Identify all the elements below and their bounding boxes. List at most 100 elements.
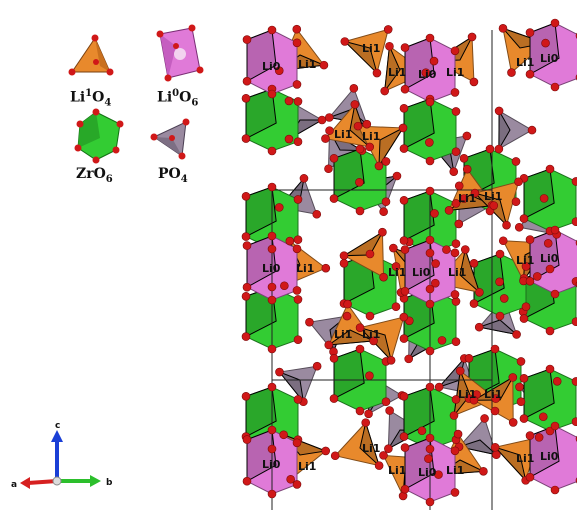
atom-label-li1: Li1: [516, 56, 534, 69]
oxygen-atom: [521, 262, 531, 271]
oxygen-atoms-layer: [241, 18, 577, 507]
oxygen-atom: [321, 134, 330, 143]
oxygen-atom: [449, 167, 459, 176]
atom-label-li1: Li1: [296, 262, 314, 275]
oxygen-atom: [267, 382, 277, 392]
oxygen-atom: [489, 201, 499, 210]
oxygen-atom: [267, 344, 277, 354]
oxygen-atom: [267, 182, 277, 192]
li1o4-tetrahedron-face: [459, 247, 481, 294]
oxygen-atom: [349, 84, 359, 93]
oxygen-atom: [329, 353, 339, 363]
oxygen-atom: [454, 219, 464, 229]
oxygen-atom: [242, 282, 252, 292]
li1o4-tetrahedron-face: [384, 44, 401, 93]
zro6-octahedron-face: [245, 186, 277, 238]
oxygen-atom: [242, 476, 252, 486]
atom-label-li1: Li1: [516, 254, 534, 267]
oxygen-atom: [400, 443, 410, 452]
oxygen-atom: [425, 284, 435, 294]
oxygen-atom: [355, 323, 365, 332]
oxygen-atom: [398, 123, 408, 133]
oxygen-atom: [292, 480, 302, 489]
oxygen-atom: [516, 357, 526, 366]
oxygen-atom: [355, 206, 365, 216]
oxygen-atom: [325, 126, 334, 135]
oxygen-atom: [451, 297, 461, 306]
oxygen-atom: [241, 291, 251, 301]
oxygen-atom: [372, 68, 382, 78]
oxygen-atom: [242, 76, 252, 86]
oxygen-atom: [460, 245, 470, 254]
oxygen-atom: [425, 346, 435, 356]
oxygen-atom: [404, 354, 413, 364]
oxygen-atom: [450, 248, 460, 258]
li1o4-tetrahedron-face: [342, 230, 384, 257]
oxygen-atom: [285, 236, 295, 246]
oxygen-atom: [451, 337, 461, 347]
oxygen-atom: [467, 32, 477, 42]
oxygen-atom: [267, 489, 277, 499]
oxygen-atom: [425, 248, 435, 258]
oxygen-atom: [365, 371, 374, 381]
oxygen-atom: [455, 366, 465, 376]
oxygen-atom: [330, 451, 340, 461]
zro6-octahedron-face: [523, 368, 555, 420]
oxygen-atom: [550, 225, 560, 235]
oxygen-atom: [241, 134, 251, 143]
oxygen-atom: [280, 281, 289, 291]
oxygen-atom: [267, 146, 277, 156]
oxygen-atom: [425, 497, 435, 507]
oxygen-atom: [312, 209, 322, 219]
oxygen-atom: [391, 302, 401, 312]
atom-label-li1: Li1: [334, 128, 352, 141]
legend-label-li0o6: Li0O6: [157, 88, 199, 109]
li1o4-tetrahedron-face: [343, 40, 378, 75]
oxygen-atom: [495, 277, 504, 287]
oxygen-atom: [324, 340, 334, 350]
oxygen-atom: [519, 414, 529, 423]
oxygen-atom: [385, 406, 394, 415]
oxygen-atom: [267, 89, 277, 99]
oxygen-atom: [399, 236, 409, 245]
oxygen-atom: [399, 196, 409, 205]
oxygen-atom: [431, 278, 440, 288]
oxygen-atom: [450, 46, 460, 56]
oxygen-atom: [389, 243, 398, 253]
zro6-octahedron-face: [333, 148, 365, 200]
oxygen-atom: [514, 177, 523, 187]
atom-label-li1: Li1: [388, 266, 406, 279]
oxygen-atom: [292, 24, 302, 34]
atom-label-li0: Li0: [262, 262, 281, 275]
zro6-octahedron-face: [523, 168, 555, 220]
oxygen-atom: [494, 106, 504, 116]
oxygen-atom: [469, 258, 479, 268]
oxygen-atom: [317, 115, 327, 125]
oxygen-atom: [425, 186, 435, 196]
oxygen-atom: [284, 96, 294, 106]
oxygen-atom: [293, 295, 303, 304]
zro6-octahedron-face: [403, 190, 435, 242]
oxygen-atom: [434, 470, 443, 479]
atom-label-li1: Li1: [298, 460, 316, 473]
oxygen-atom: [474, 322, 484, 332]
oxygen-atom: [381, 397, 391, 407]
atom-label-li1: Li1: [446, 66, 464, 79]
oxygen-atom: [498, 24, 508, 33]
oxygen-atom: [340, 37, 350, 46]
legend-label-li1o4: Li1O4: [70, 88, 112, 109]
oxygen-atom: [425, 33, 435, 43]
li1o4-tetrahedron-face: [359, 420, 381, 468]
oxygen-atom: [495, 249, 505, 259]
oxygen-atom: [451, 199, 461, 208]
oxygen-atom: [475, 287, 484, 297]
oxygen-atom: [494, 144, 504, 154]
oxygen-atom: [425, 97, 435, 107]
oxygen-atom: [550, 289, 560, 299]
li0o6-octahedron-face: [246, 29, 277, 83]
oxygen-atom: [571, 217, 577, 226]
oxygen-atom: [491, 394, 501, 403]
oxygen-atom: [450, 488, 460, 497]
oxygen-atom: [312, 361, 322, 371]
